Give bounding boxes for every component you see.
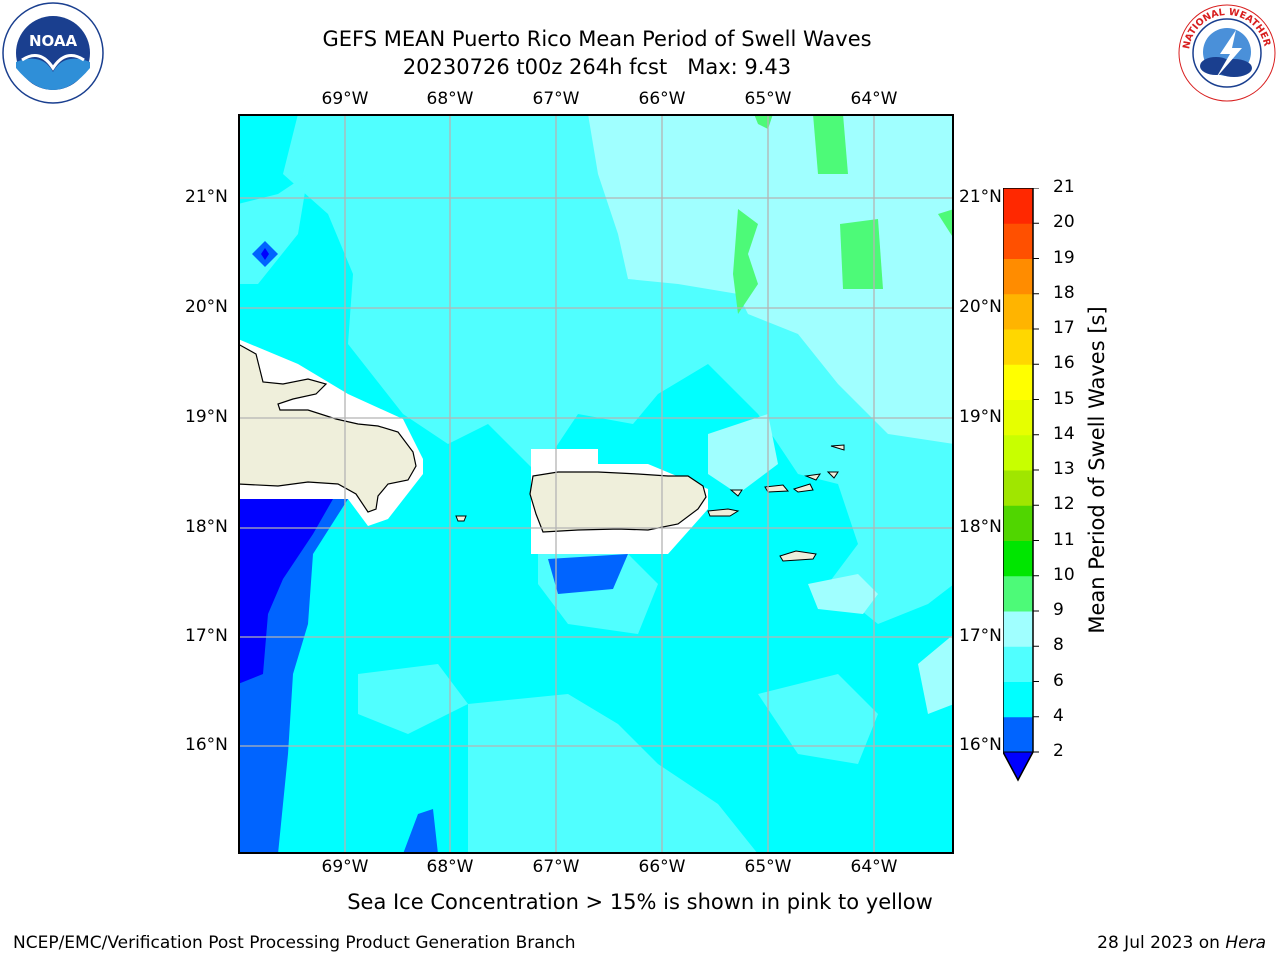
lat-label-right: 18°N [959, 517, 1002, 537]
lon-label-top: 66°W [638, 89, 686, 109]
lon-label-top: 67°W [532, 89, 580, 109]
hispaniola-land [238, 343, 417, 513]
lat-label-left: 16°N [185, 735, 228, 755]
colorbar-tick-label: 16 [1053, 353, 1075, 374]
colorbar-tick-label: 9 [1053, 600, 1064, 620]
lat-label-right: 20°N [959, 297, 1002, 317]
lat-label-right: 21°N [959, 187, 1002, 207]
colorbar-swatch [1003, 681, 1033, 718]
lat-label-left: 20°N [185, 297, 228, 317]
colorbar-tick-label: 13 [1053, 459, 1075, 479]
lon-label-bottom: 65°W [744, 857, 792, 877]
map-border [238, 114, 954, 854]
colorbar-swatch [1003, 329, 1033, 365]
colorbar [1002, 187, 1047, 792]
lat-label-left: 17°N [185, 626, 228, 646]
lon-label-bottom: 64°W [850, 857, 898, 877]
colorbar-swatch [1003, 434, 1033, 471]
lon-label-top: 65°W [744, 89, 792, 109]
colorbar-tick-label: 14 [1053, 423, 1075, 444]
lon-label-bottom: 67°W [532, 857, 580, 877]
lat-label-left: 19°N [185, 407, 228, 427]
colorbar-swatch [1003, 293, 1033, 330]
colorbar-swatch [1003, 258, 1033, 295]
colorbar-tick-label: 4 [1053, 705, 1064, 726]
colorbar-swatch [1003, 611, 1033, 647]
colorbar-swatch [1003, 646, 1033, 682]
lon-label-top: 68°W [426, 89, 474, 109]
field-under-2 [238, 499, 333, 684]
colorbar-under-triangle [1002, 751, 1034, 782]
lat-label-right: 16°N [959, 735, 1002, 755]
chart-title-line2: 20230726 t00z 264h fcst Max: 9.43 [402, 55, 792, 79]
st-croix-land [779, 550, 817, 562]
nws-logo: NATIONAL WEATHER SERVICE [1172, 0, 1278, 104]
noaa-logo-text: NOAA [29, 32, 78, 50]
colorbar-tick-label: 12 [1053, 494, 1075, 515]
lon-label-bottom: 69°W [321, 857, 369, 877]
lat-label-left: 18°N [185, 517, 228, 537]
colorbar-swatch [1003, 716, 1033, 753]
sea-ice-caption: Sea Ice Concentration > 15% is shown in … [347, 890, 933, 914]
colorbar-tick-label: 19 [1053, 247, 1075, 268]
colorbar-swatch [1003, 223, 1033, 259]
map-panel [238, 114, 954, 854]
colorbar-label: Mean Period of Swell Waves [s] [1085, 306, 1109, 634]
footer-date: 28 Jul 2023 on Hera [1097, 933, 1266, 953]
noaa-logo: NOAA [2, 2, 104, 104]
footer-host: Hera [1225, 933, 1266, 953]
colorbar-tick-label: 8 [1053, 635, 1064, 656]
colorbar-swatch [1003, 364, 1033, 400]
colorbar-tick-label: 18 [1053, 282, 1075, 303]
vieques-land [707, 508, 740, 517]
footer-credit: NCEP/EMC/Verification Post Processing Pr… [13, 933, 576, 953]
colorbar-tick-label: 11 [1053, 529, 1075, 550]
colorbar-tick-label: 17 [1053, 318, 1075, 338]
colorbar-swatch [1003, 188, 1033, 224]
colorbar-swatch [1003, 540, 1033, 577]
lon-label-top: 69°W [321, 89, 369, 109]
chart-title-line1: GEFS MEAN Puerto Rico Mean Period of Swe… [322, 27, 872, 51]
colorbar-tick-label: 6 [1053, 670, 1064, 691]
footer-date-text: 28 Jul 2023 on [1097, 933, 1226, 953]
colorbar-tick-label: 10 [1053, 564, 1075, 585]
graticule [238, 114, 954, 854]
colorbar-tick-label: 2 [1053, 741, 1064, 761]
colorbar-tick-label: 20 [1053, 212, 1075, 233]
colorbar-swatches [1002, 187, 1039, 782]
colorbar-tick-label: 15 [1053, 388, 1075, 409]
colorbar-tick-label: 21 [1053, 177, 1075, 197]
swell-period-map [238, 114, 954, 854]
lon-label-bottom: 66°W [638, 857, 686, 877]
lat-label-right: 17°N [959, 626, 1002, 646]
colorbar-swatch [1003, 399, 1033, 436]
lat-label-right: 19°N [959, 407, 1002, 427]
field-8-9 [588, 114, 954, 444]
colorbar-swatch [1003, 505, 1033, 541]
lon-label-bottom: 68°W [426, 857, 474, 877]
lon-label-top: 64°W [850, 89, 898, 109]
field-9-10 [813, 114, 848, 174]
colorbar-outline [1002, 187, 1034, 782]
colorbar-swatch [1003, 470, 1033, 506]
lat-label-left: 21°N [185, 187, 228, 207]
colorbar-swatch [1003, 575, 1033, 612]
